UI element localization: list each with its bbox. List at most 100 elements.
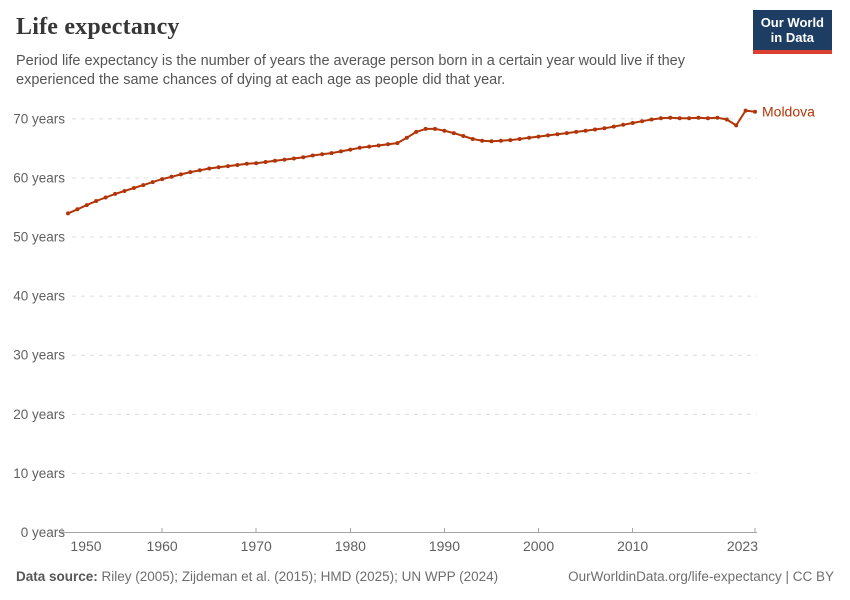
series-point — [546, 133, 550, 138]
series-point — [602, 126, 607, 131]
series-point — [461, 134, 466, 138]
series-point — [743, 108, 748, 113]
series-point — [178, 172, 183, 177]
series-point — [348, 147, 353, 152]
series-point — [207, 166, 212, 171]
y-tick-label: 0 years — [21, 525, 66, 540]
x-tick-label: 1960 — [147, 538, 178, 554]
series-point — [244, 161, 249, 166]
page-title: Life expectancy — [16, 14, 180, 40]
series-point — [291, 156, 296, 161]
x-tick-label: 2000 — [523, 538, 554, 554]
owid-logo-line1: Our World — [760, 15, 824, 30]
series-point — [367, 144, 372, 149]
series-point — [75, 207, 80, 212]
series-point — [84, 203, 89, 208]
series-point — [423, 126, 428, 131]
series-point — [480, 138, 485, 143]
y-tick-label: 70 years — [13, 111, 65, 126]
series-point — [310, 153, 315, 158]
y-tick-label: 60 years — [13, 170, 65, 185]
x-tick-label: 1950 — [70, 538, 101, 554]
series-point — [630, 121, 635, 125]
series-point — [555, 132, 560, 137]
data-source-label: Data source: — [16, 569, 98, 584]
series-point — [517, 137, 522, 141]
series-point — [94, 199, 99, 203]
series-point — [583, 128, 588, 133]
chart-subtitle: Period life expectancy is the number of … — [16, 53, 685, 88]
series-point — [197, 168, 202, 173]
series-point — [263, 160, 268, 164]
series-point — [357, 145, 362, 150]
series-point — [621, 122, 626, 127]
series-point — [188, 170, 193, 175]
series-point — [150, 180, 155, 185]
data-source-text: Riley (2005); Zijdeman et al. (2015); HM… — [97, 569, 499, 584]
series-point — [470, 137, 475, 141]
series-point — [141, 183, 146, 188]
series-point — [404, 135, 409, 140]
series-point — [386, 142, 390, 147]
series-point — [640, 119, 645, 124]
x-tick-label: 1990 — [429, 538, 460, 554]
y-tick-label: 20 years — [13, 407, 65, 422]
series-point — [753, 109, 757, 114]
series-point — [273, 158, 277, 163]
series-point — [113, 191, 118, 196]
series-point — [696, 115, 701, 120]
owid-logo[interactable]: Our World in Data — [752, 10, 832, 54]
series-point — [593, 127, 597, 132]
series-line-moldova — [67, 109, 756, 215]
x-tick-label: 1970 — [241, 538, 272, 554]
y-tick-label: 10 years — [13, 466, 65, 481]
series-point — [160, 177, 165, 182]
y-tick-label: 50 years — [13, 230, 65, 245]
x-tick-label: 2010 — [617, 538, 648, 554]
series-point — [433, 126, 437, 131]
series-point — [498, 138, 503, 143]
x-tick-label: 2023 — [727, 538, 758, 554]
series-point — [451, 131, 456, 136]
series-point — [320, 152, 325, 157]
citation-link[interactable]: OurWorldinData.org/life-expectancy | CC … — [568, 569, 834, 584]
series-point — [254, 161, 259, 166]
data-source: Data source: Riley (2005); Zijdeman et a… — [16, 569, 498, 584]
series-point — [611, 124, 616, 129]
series-point — [687, 116, 692, 121]
series-point — [395, 141, 400, 146]
series-point — [715, 115, 720, 120]
series-point — [301, 155, 306, 160]
y-tick-label: 40 years — [13, 289, 65, 304]
series-point — [564, 131, 569, 136]
series-point — [226, 164, 230, 169]
series-point — [414, 129, 419, 134]
owid-logo-line2: in Data — [770, 30, 815, 46]
series-point — [734, 123, 739, 128]
series-point — [527, 135, 532, 140]
series-point — [131, 186, 136, 190]
series-point — [329, 151, 334, 156]
series-point — [122, 189, 127, 193]
series-point — [282, 157, 287, 162]
series-point — [658, 116, 663, 121]
series-end-label: Moldova — [762, 103, 815, 119]
series-point — [216, 165, 221, 170]
series-point — [489, 139, 494, 144]
series-point — [508, 138, 513, 143]
series-point — [649, 117, 654, 122]
y-tick-label: 30 years — [13, 348, 65, 363]
series-point — [66, 211, 70, 216]
series-point — [668, 115, 673, 120]
series-point — [376, 143, 381, 148]
series-point — [705, 116, 710, 121]
series-point — [169, 174, 174, 179]
series-point — [574, 129, 579, 134]
x-tick-label: 1980 — [335, 538, 366, 554]
series-point — [103, 195, 108, 200]
series-point — [677, 116, 682, 121]
series-point — [338, 149, 343, 154]
series-point — [536, 134, 541, 139]
